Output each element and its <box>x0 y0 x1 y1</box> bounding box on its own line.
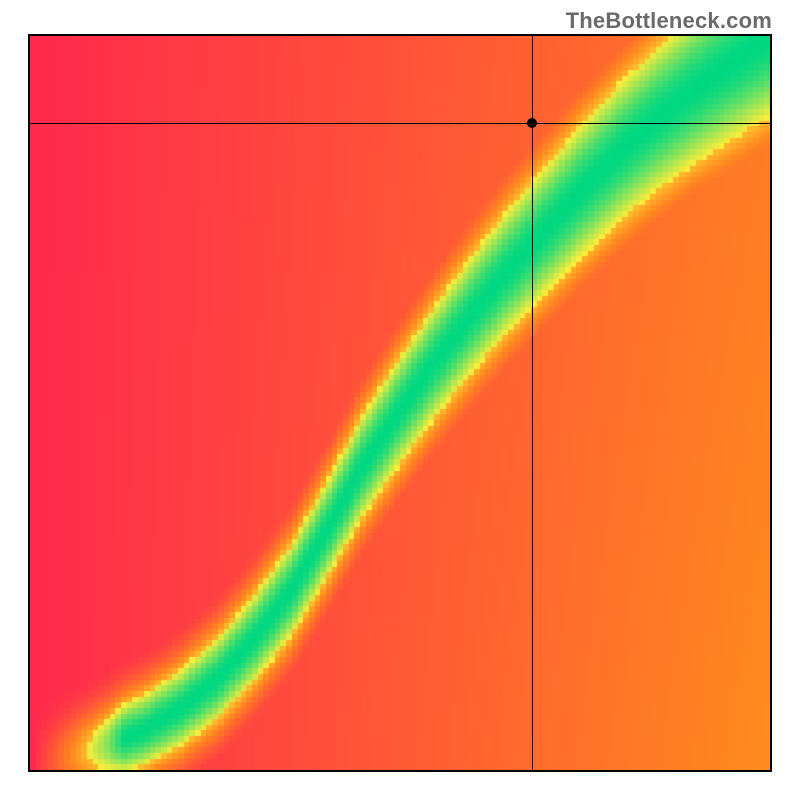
heatmap-canvas-wrap <box>30 36 770 770</box>
crosshair-vertical <box>532 36 533 770</box>
crosshair-marker-dot <box>527 118 537 128</box>
chart-container: TheBottleneck.com <box>0 0 800 800</box>
crosshair-horizontal <box>30 123 770 124</box>
heatmap-canvas <box>30 36 770 770</box>
watermark-text: TheBottleneck.com <box>566 8 772 34</box>
plot-area <box>28 34 772 772</box>
